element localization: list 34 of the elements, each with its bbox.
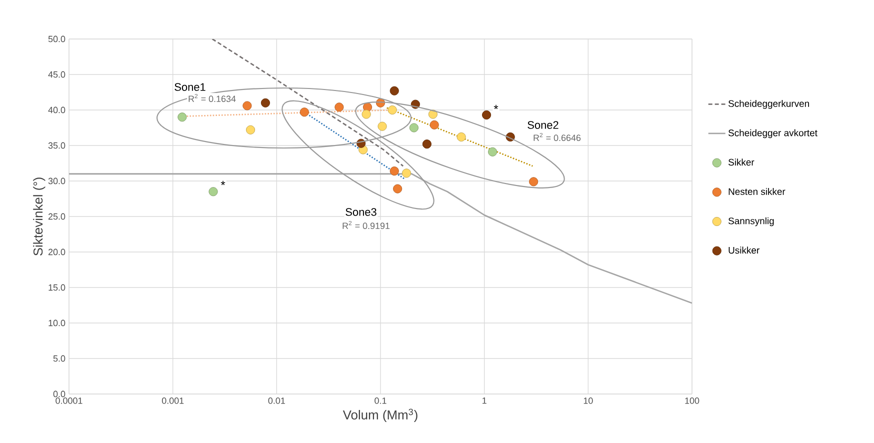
annotation: Sone2 — [528, 121, 558, 129]
legend-label: Sannsynlig — [728, 217, 774, 226]
x-tick-label: 0.001 — [162, 398, 184, 404]
y-tick-label: 0.0 — [53, 390, 66, 398]
y-tick-label: 25.0 — [48, 213, 66, 220]
x-tick-label: 1 — [482, 398, 486, 404]
annotation: R$^{2}$ = 0.9191 — [342, 220, 390, 230]
annotation: * — [494, 104, 498, 110]
legend-label: Nesten sikker — [728, 188, 786, 195]
legend-label: Scheidegger avkortet — [728, 129, 818, 138]
y-axis-title: Siktevinkel (°) — [33, 178, 46, 256]
y-tick-label: 20.0 — [48, 248, 66, 256]
annotation: R$^{2}$ = 0.1634 — [188, 94, 236, 102]
x-tick-label: 0.01 — [268, 398, 285, 404]
y-tick-label: 50.0 — [48, 36, 66, 42]
legend-label: Scheideggerkurven — [728, 100, 809, 109]
y-tick-label: 15.0 — [48, 284, 66, 291]
x-tick-label: 0.0001 — [56, 398, 82, 404]
legend-label: Sikker — [728, 158, 754, 166]
annotation: R$^{2}$ = 0.6646 — [534, 132, 581, 142]
x-tick-label: 0.1 — [374, 398, 386, 404]
annotation: Sone1 — [174, 83, 206, 91]
y-tick-label: 40.0 — [48, 106, 66, 114]
y-tick-label: 45.0 — [48, 71, 66, 78]
x-tick-label: 10 — [584, 398, 593, 404]
legend-label: Usikker — [728, 246, 760, 254]
x-tick-label: 100 — [685, 398, 700, 404]
y-tick-label: 30.0 — [48, 178, 66, 184]
annotation: Sone3 — [346, 208, 376, 216]
annotation: * — [220, 180, 226, 186]
y-tick-label: 35.0 — [48, 142, 66, 149]
y-tick-label: 5.0 — [53, 355, 66, 362]
y-tick-label: 10.0 — [48, 320, 66, 326]
x-axis-title: Volum (Mm$^{3}$) — [342, 408, 418, 422]
